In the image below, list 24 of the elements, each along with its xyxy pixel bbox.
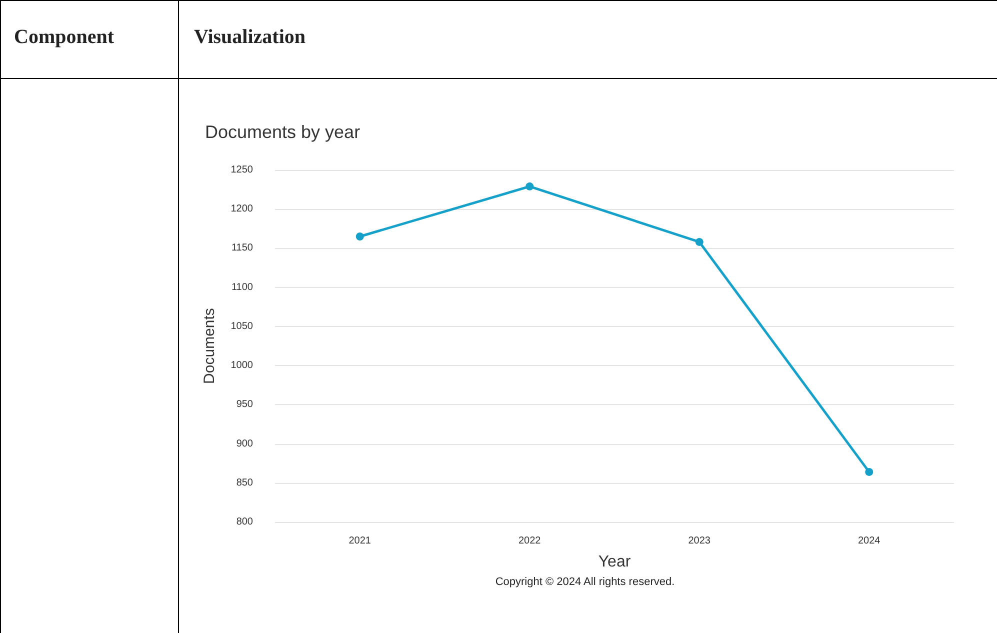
x-tick-label: 2024 [858,536,881,546]
y-tick-label: 1250 [230,164,254,176]
y-tick-label: 950 [236,399,254,410]
text: Copyright © 2024 All rights reserved. [494,576,676,588]
y-tick-label: 900 [236,438,254,450]
chart-title: Documents by year [205,122,360,142]
x-tick-label: 2021 [348,536,372,546]
point [356,232,364,240]
x-axis-title: Year [598,554,632,570]
y-tick-label: 1100 [231,282,254,293]
y-tick-label: 1200 [230,204,254,215]
point [695,238,704,246]
y-tick-label: 1000 [230,360,254,372]
text: Component [14,26,114,49]
x-tick-label: 2022 [518,536,542,546]
text: Visualization [194,26,306,49]
y-tick-label: 800 [236,516,254,528]
y-tick-label: 1150 [231,242,254,254]
y-tick-label: 1050 [230,320,254,332]
point [865,468,874,476]
y-axis-title: Documents [201,308,218,384]
y-tick-label: 850 [236,477,254,488]
point [526,182,534,190]
x-tick-label: 2023 [688,536,711,546]
